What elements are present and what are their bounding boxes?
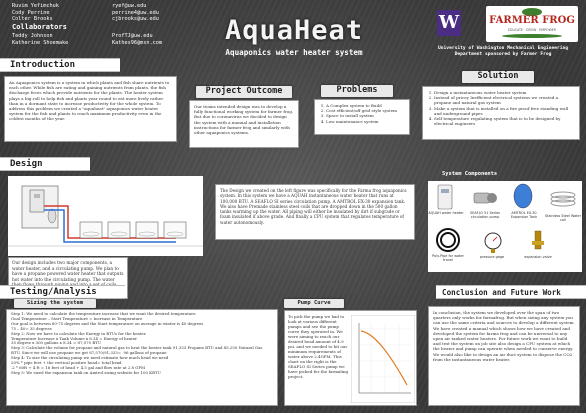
solution-heading: Solution: [462, 71, 534, 83]
sizing-line: Temperature Increase x Tank Volume x 8.3…: [11, 335, 138, 341]
sizing-line: 75 – 40= 35 degrees: [11, 325, 52, 331]
solution-item: Design a instantaneous water heater syst…: [434, 90, 576, 95]
pump-curve-panel: To pick the pump we had to look at vario…: [284, 310, 417, 406]
sizing-line: Step 2: Now we have to calculate the Ene…: [11, 330, 147, 336]
design-description: The Design we created on the left figure…: [215, 184, 415, 240]
author-emails: ryef@uw.edu perrine4@uw.edu cjbrooks@uw.…: [112, 3, 212, 23]
poster-subtitle: Aquaponics water heater system: [225, 48, 363, 57]
sizing-line: Our goal is between 60-75 degrees and th…: [11, 320, 204, 326]
pump-curve-heading: Pump Curve: [284, 299, 344, 308]
design-heading: Design: [0, 157, 90, 171]
gauge-icon: [482, 231, 504, 253]
pump-curve-line: [360, 330, 408, 386]
collaborators-heading: Collaborators: [12, 23, 67, 31]
component-label: SEAFLO 51 Series circulation pump: [470, 211, 500, 219]
sizing-line: 20% * pipe feet + the vertical positive …: [11, 360, 122, 366]
sizing-line: 35 degree x 300 gallons x 8.34 = 87,570 …: [11, 340, 102, 346]
solution-item: Make a system that is installed on a fir…: [434, 106, 576, 116]
uw-logo-letter: W: [438, 12, 460, 33]
sizing-line: .2 * 60ft + 4 ft = 16 feet of head + 4.5…: [11, 364, 145, 370]
collaborator-email: Kathes96@msn.com: [112, 39, 162, 46]
collaborator-email: ProfTJ@uw.edu: [112, 33, 153, 39]
author-names: Ruvim Yefimchuk Cody Perrine Colter Broo…: [12, 3, 122, 23]
component-label: expansion valve: [524, 255, 552, 259]
conclusion-text: In conclusion, the system we developed o…: [428, 306, 580, 406]
farmer-frog-tagline: EDUCATE · GROW · EMPOWER: [508, 28, 556, 32]
collaborator-name: Teddy Johnson: [12, 33, 53, 39]
testing-heading: Testing/Analysis: [0, 285, 125, 299]
sizing-line: Step 4: To size the circulating pump we …: [11, 355, 169, 361]
sizing-line: Step 5: We sized the expansion tank on A…: [11, 369, 161, 375]
sizing-line: Step 1: We need to calculate the tempera…: [11, 311, 197, 316]
component-label: AMTROL EX-30 Expansion Tank: [510, 211, 538, 219]
component-label: AQUAH water heater: [428, 211, 464, 215]
pump-curve-chart: [351, 315, 415, 403]
author-name: Colter Brooks: [12, 16, 53, 23]
affiliation-line: University of Washington Mechanical Engi…: [438, 46, 568, 51]
pipe-icon: [434, 227, 462, 253]
sizing-line: Goal Temperature – Start Temperature = I…: [11, 315, 143, 321]
design-diagram: [8, 176, 203, 256]
sizing-steps: Step 1: We need to calculate the tempera…: [6, 309, 278, 406]
valve-icon: [528, 229, 548, 253]
introduction-text: An Aquaponics system is a system in whic…: [4, 76, 177, 142]
problem-item: A Complex system to Build: [326, 103, 406, 108]
sizing-line: Step 3: Calculate the volume for propane…: [11, 345, 263, 356]
project-outcome-heading: Project Outcome: [196, 86, 292, 98]
solution-item: Self temperature regulating system that …: [434, 116, 576, 126]
solution-list: Design a instantaneous water heater syst…: [422, 86, 580, 140]
coil-icon: [548, 187, 578, 213]
sizing-heading: Sizing the system: [14, 299, 96, 308]
system-components-panel: AQUAH water heater SEAFLO 51 Series circ…: [428, 181, 582, 272]
author-name: Cody Perrine: [12, 9, 50, 16]
component-label: Stainless Steel Water coil: [545, 214, 581, 222]
pump-icon: [472, 187, 498, 209]
author-email: ryef@uw.edu: [112, 3, 147, 9]
author-name: Ruvim Yefimchuk: [12, 3, 59, 9]
collaborator-name: Katherine Shoemake: [12, 39, 69, 46]
author-email: cjbrooks@uw.edu: [112, 16, 159, 23]
design-schematic: [8, 176, 203, 256]
frog-emblem-icon: [502, 8, 562, 38]
affiliation-line: Department sponsored by Farmer Frog: [454, 52, 552, 58]
farmer-frog-logo: FARMER FROG EDUCATE · GROW · EMPOWER: [486, 6, 578, 42]
author-email: perrine4@uw.edu: [112, 9, 159, 16]
problems-heading: Problems: [321, 85, 393, 97]
heater-shape: [29, 189, 45, 213]
problem-item: Space to install system: [326, 113, 406, 118]
farmer-frog-wordmark: FARMER FROG: [489, 15, 575, 26]
component-label: pressure gage: [479, 255, 505, 259]
conclusion-heading: Conclusion and Future Work: [436, 285, 586, 299]
introduction-heading: Introduction: [0, 58, 120, 72]
water-heater-icon: [432, 184, 458, 210]
poster-title: AquaHeat: [224, 15, 364, 46]
problems-list: A Complex system to Build Cost efficient…: [314, 99, 410, 135]
collaborator-emails: ProfTJ@uw.edu Kathes96@msn.com: [112, 33, 212, 46]
project-outcome-text: Our teams intended design was to develop…: [189, 100, 299, 148]
system-components-heading: System Components: [442, 171, 498, 177]
collaborator-names: Teddy Johnson Katherine Shoemake: [12, 33, 122, 46]
expansion-tank-icon: [512, 183, 534, 209]
uw-logo: W: [437, 10, 461, 36]
problem-item: Cost efficient/off grid style system: [326, 108, 406, 113]
affiliation: University of Washington Mechanical Engi…: [420, 46, 586, 59]
solution-item: Instead of pricey Inefficient electrical…: [434, 95, 576, 105]
problem-item: Low maintenance system: [326, 119, 406, 124]
pump-curve-text: To pick the pump we had to look at vario…: [288, 314, 349, 379]
component-label: Poly-Pipe for water travel: [432, 254, 464, 262]
